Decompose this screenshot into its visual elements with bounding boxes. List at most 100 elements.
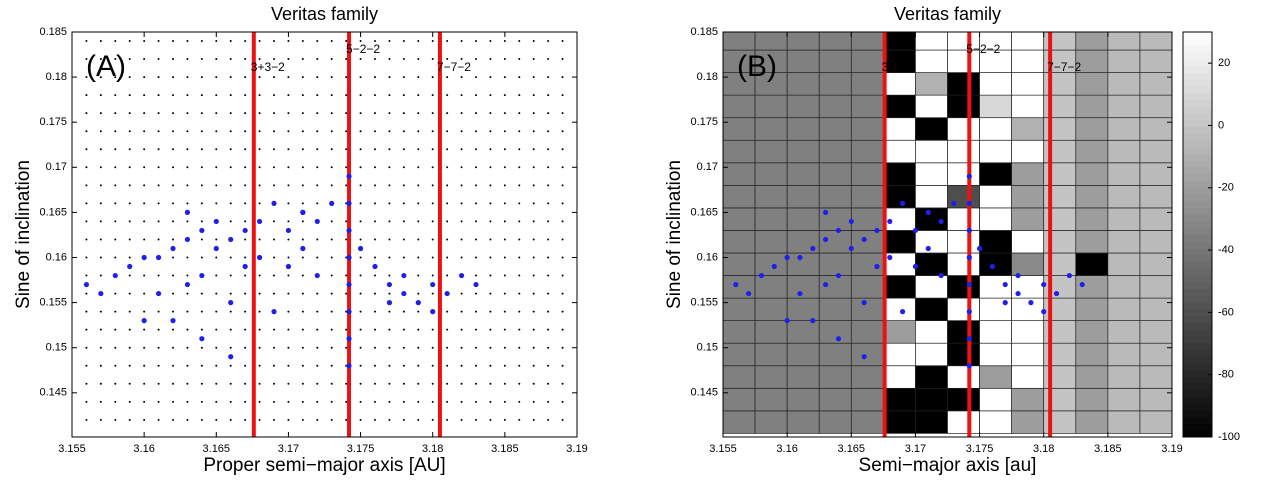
test-particle bbox=[561, 238, 564, 241]
heat-cell bbox=[947, 275, 980, 299]
test-particle bbox=[460, 346, 463, 349]
scatter-point bbox=[966, 173, 972, 179]
test-particle bbox=[244, 40, 247, 43]
test-particle bbox=[374, 58, 376, 61]
test-particle bbox=[431, 328, 434, 331]
test-particle bbox=[402, 400, 405, 403]
test-particle bbox=[287, 184, 290, 187]
test-particle bbox=[244, 202, 247, 205]
test-particle bbox=[489, 58, 492, 61]
test-particle bbox=[417, 364, 420, 367]
scatter-point bbox=[1066, 272, 1072, 279]
heat-cell bbox=[1107, 342, 1141, 367]
test-particle bbox=[316, 256, 319, 259]
heat-cell bbox=[850, 139, 884, 164]
test-particle bbox=[200, 364, 203, 367]
test-particle bbox=[402, 112, 405, 115]
test-particle bbox=[475, 130, 477, 133]
test-particle bbox=[128, 148, 131, 151]
heat-cell bbox=[786, 410, 820, 434]
test-particle bbox=[503, 220, 506, 223]
test-particle bbox=[489, 418, 492, 421]
scatter-point bbox=[966, 363, 972, 369]
y-tick-label: 0.145 bbox=[39, 387, 67, 399]
test-particle bbox=[503, 40, 506, 43]
scatter-point bbox=[256, 218, 263, 225]
test-particle bbox=[157, 76, 160, 79]
test-particle bbox=[402, 148, 405, 151]
test-particle bbox=[287, 418, 290, 421]
heat-cell bbox=[883, 162, 916, 186]
colorbar-frame bbox=[1182, 31, 1213, 438]
x-tick-label: 3.16 bbox=[776, 443, 797, 455]
test-particle bbox=[244, 94, 247, 97]
test-particle bbox=[128, 292, 131, 295]
heat-cell bbox=[1011, 184, 1045, 209]
test-particle bbox=[301, 328, 304, 331]
test-particle bbox=[446, 76, 449, 79]
heat-cell bbox=[818, 342, 852, 367]
heat-cell bbox=[1107, 117, 1141, 141]
heat-cell bbox=[915, 252, 948, 276]
test-particle bbox=[99, 382, 102, 385]
test-particle bbox=[460, 166, 463, 169]
test-particle bbox=[200, 112, 203, 115]
test-particle bbox=[215, 76, 218, 79]
test-particle bbox=[114, 310, 117, 313]
heat-cell bbox=[979, 252, 1012, 276]
colorbar-step bbox=[1183, 38, 1212, 46]
test-particle bbox=[186, 328, 189, 331]
test-particle bbox=[172, 310, 174, 313]
test-particle bbox=[446, 58, 449, 61]
test-particle bbox=[157, 130, 160, 133]
heat-cell bbox=[947, 252, 980, 276]
colorbar-step bbox=[1183, 261, 1212, 269]
test-particle bbox=[330, 76, 333, 79]
scatter-point bbox=[1002, 281, 1008, 288]
test-particle bbox=[186, 94, 189, 97]
heat-cell bbox=[786, 297, 820, 321]
test-particle bbox=[547, 58, 550, 61]
test-particle bbox=[157, 94, 160, 97]
scatter-point bbox=[925, 209, 931, 216]
heat-cell bbox=[1075, 275, 1109, 299]
test-particle bbox=[547, 130, 550, 133]
test-particle bbox=[446, 202, 449, 205]
heat-cell bbox=[818, 94, 852, 119]
scatter-point bbox=[989, 263, 996, 270]
test-particle bbox=[475, 418, 477, 421]
test-particle bbox=[417, 166, 420, 169]
test-particle bbox=[388, 400, 391, 403]
test-particle bbox=[316, 94, 319, 97]
test-particle bbox=[287, 202, 290, 205]
test-particle bbox=[402, 220, 405, 223]
test-particle bbox=[359, 238, 362, 241]
test-particle bbox=[114, 256, 117, 259]
scatter-point bbox=[271, 309, 277, 315]
test-particle bbox=[359, 220, 362, 223]
test-particle bbox=[503, 292, 506, 295]
test-particle bbox=[431, 94, 434, 97]
test-particle bbox=[460, 58, 463, 61]
scatter-point bbox=[300, 245, 306, 252]
heat-cell bbox=[883, 275, 916, 299]
heat-cell bbox=[818, 275, 852, 299]
panel-label: (B) bbox=[737, 50, 777, 83]
test-particle bbox=[85, 364, 88, 367]
heat-cell bbox=[754, 139, 788, 164]
test-particle bbox=[547, 94, 550, 97]
test-particle bbox=[215, 58, 218, 61]
test-particle bbox=[532, 166, 535, 169]
heat-cell bbox=[915, 410, 948, 434]
heat-cell bbox=[1011, 117, 1045, 141]
test-particle bbox=[287, 166, 290, 169]
heat-cell bbox=[850, 252, 884, 276]
colorbar-step bbox=[1183, 329, 1212, 337]
test-particle bbox=[503, 238, 506, 241]
test-particle bbox=[258, 184, 261, 187]
test-particle bbox=[374, 310, 376, 313]
heat-cell bbox=[818, 252, 852, 276]
test-particle bbox=[229, 364, 232, 367]
x-tick-label: 3.165 bbox=[838, 443, 866, 455]
test-particle bbox=[345, 238, 348, 241]
